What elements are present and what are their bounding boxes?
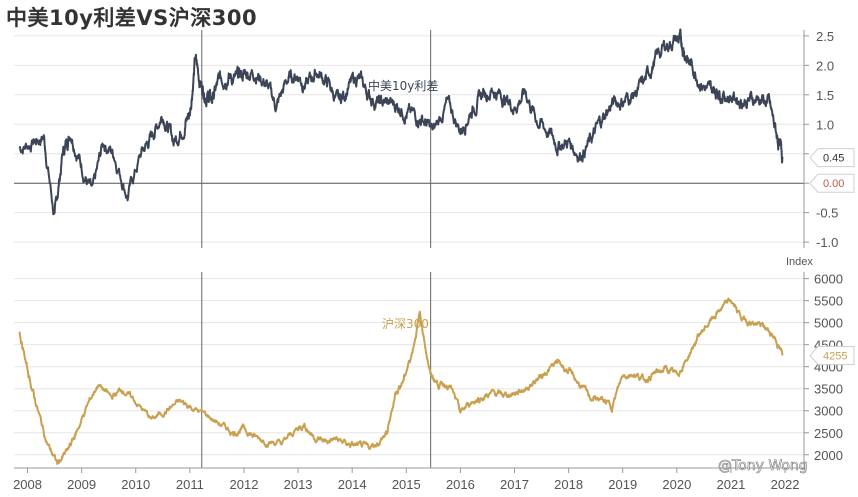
spread-y-axis: -1.0-0.50.00.51.01.52.02.50.450.00 (803, 29, 855, 250)
spread-tick-label: 1.5 (816, 88, 834, 103)
spread-gridlines (14, 35, 804, 243)
watermark-text: @Tony Wong (718, 458, 808, 474)
spread-line (18, 28, 784, 216)
x-tick-label: 2008 (13, 477, 42, 492)
spread-last-value: 0.45 (823, 153, 844, 165)
event-marker-lines (201, 30, 432, 468)
csi300-tick-label: 6000 (814, 272, 843, 287)
csi300-unit-label: Index (786, 256, 813, 268)
csi300-series (18, 297, 784, 465)
x-tick-label: 2021 (716, 477, 745, 492)
csi300-tick-label: 2500 (814, 426, 843, 441)
x-tick-label: 2016 (446, 477, 475, 492)
csi300-series-label: 沪深300 (382, 317, 429, 331)
chart-title: 中美10y利差VS沪深300 (6, 6, 258, 30)
spread-zero-value-box (809, 173, 855, 193)
spread-last-value-box (809, 148, 855, 168)
x-tick-label: 2018 (554, 477, 583, 492)
csi300-tick-label: 3000 (814, 404, 843, 419)
spread-series (18, 28, 784, 216)
x-tick-label: 2013 (284, 477, 313, 492)
x-tick-label: 2010 (121, 477, 150, 492)
x-tick-label: 2022 (771, 477, 800, 492)
csi300-last-value-box (809, 345, 855, 365)
spread-tick-label: 2.0 (816, 58, 834, 73)
csi300-line (18, 297, 784, 465)
spread-tick-label: 2.5 (816, 29, 834, 44)
x-tick-label: 2015 (392, 477, 421, 492)
csi300-gridlines (14, 278, 804, 456)
spread-tick-label: -0.5 (816, 206, 838, 221)
spread-series-label: 中美10y利差 (368, 78, 438, 93)
csi300-tick-label: 3500 (814, 382, 843, 397)
x-tick-label: 2019 (608, 477, 637, 492)
x-tick-label: 2017 (500, 477, 529, 492)
csi300-y-axis: 200025003000350040004500500055006000Inde… (786, 256, 855, 468)
x-tick-label: 2014 (338, 477, 367, 492)
x-tick-label: 2020 (662, 477, 691, 492)
x-tick-label: 2012 (230, 477, 259, 492)
spread-tick-label: 1.0 (816, 117, 834, 132)
x-tick-label: 2009 (67, 477, 96, 492)
year-x-axis: 2008 2009 2010 2011 2012 2013 2014 2015 2016 2017… (13, 467, 804, 492)
csi300-tick-label: 5500 (814, 294, 843, 309)
csi300-tick-label: 2000 (814, 448, 843, 463)
x-tick-label: 2011 (176, 477, 204, 492)
spread-zero-value: 0.00 (823, 178, 844, 190)
csi300-tick-label: 5000 (814, 316, 843, 331)
csi300-last-value: 4255 (823, 350, 847, 362)
spread-tick-label: -1.0 (816, 235, 838, 250)
